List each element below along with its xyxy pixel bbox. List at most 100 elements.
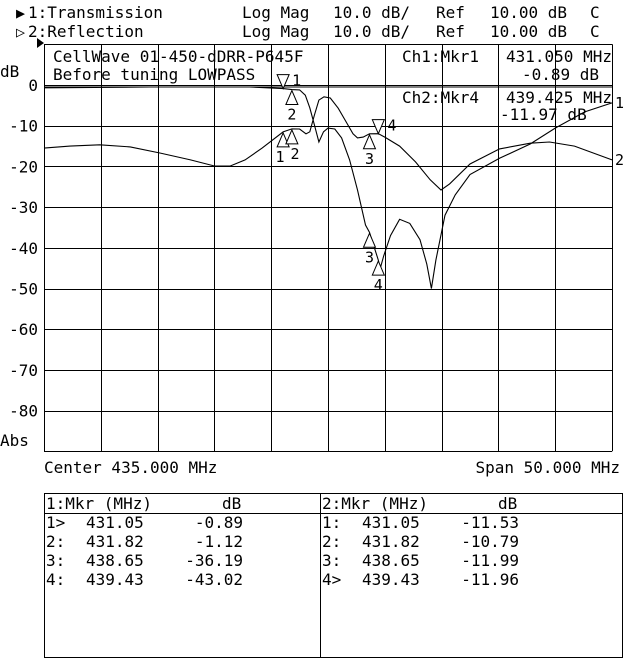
marker-value: -11.99 bbox=[461, 551, 519, 570]
marker-2-1[interactable]: 1 bbox=[275, 131, 290, 166]
marker-frequency: 439.43 bbox=[86, 570, 144, 589]
table-header-marker: 2:Mkr (MHz) bbox=[322, 494, 428, 513]
marker-number: 2 bbox=[290, 145, 299, 163]
table-row[interactable]: 3: 438.65 -36.19 bbox=[46, 551, 243, 570]
ch2-marker-label: Ch2:Mkr4 bbox=[402, 88, 479, 107]
active-marker-icon[interactable] bbox=[276, 74, 290, 90]
span-frequency[interactable]: Span 50.000 MHz bbox=[476, 458, 621, 477]
center-frequency[interactable]: Center 435.000 MHz bbox=[44, 458, 217, 477]
marker-2-3[interactable]: 3 bbox=[362, 133, 377, 168]
marker-icon[interactable] bbox=[362, 133, 377, 150]
y-tick-label: -70 bbox=[9, 361, 38, 380]
plot-grid bbox=[44, 44, 613, 452]
marker-1-3[interactable]: 3 bbox=[362, 232, 377, 266]
channel-1-coupling: C bbox=[590, 3, 600, 22]
marker-frequency: 431.82 bbox=[86, 532, 144, 551]
table-row[interactable]: 4: 439.43 -43.02 bbox=[46, 570, 243, 589]
marker-value: -0.89 bbox=[195, 513, 243, 532]
marker-number: 3 bbox=[365, 150, 374, 168]
marker-number: 1 bbox=[292, 72, 301, 90]
y-tick-label: -30 bbox=[9, 198, 38, 217]
marker-value: -1.12 bbox=[195, 532, 243, 551]
marker-value: -43.02 bbox=[185, 570, 243, 589]
marker-frequency: 438.65 bbox=[86, 551, 144, 570]
table-row[interactable]: 1: 431.05 -11.53 bbox=[322, 513, 519, 532]
y-tick-label: 0 bbox=[28, 76, 38, 95]
marker-frequency: 431.05 bbox=[362, 513, 420, 532]
ch2-marker-value: -11.97 dB bbox=[500, 105, 587, 124]
marker-id: 1> bbox=[46, 513, 65, 532]
marker-frequency: 431.82 bbox=[362, 532, 420, 551]
marker-id: 2: bbox=[46, 532, 65, 551]
marker-number: 4 bbox=[387, 117, 396, 135]
marker-value: -36.19 bbox=[185, 551, 243, 570]
channel-1-indicator[interactable]: ▶ bbox=[16, 4, 25, 22]
marker-icon[interactable] bbox=[362, 232, 377, 248]
marker-id: 4> bbox=[322, 570, 341, 589]
marker-2-4[interactable]: 4 bbox=[371, 117, 396, 135]
y-tick-label: -80 bbox=[9, 402, 38, 421]
marker-icon[interactable] bbox=[285, 89, 299, 106]
marker-number: 2 bbox=[287, 106, 296, 124]
ch1-marker-freq: 431.050 MHz bbox=[506, 47, 612, 66]
marker-2-2[interactable]: 2 bbox=[285, 128, 300, 163]
active-marker-icon[interactable] bbox=[371, 119, 386, 135]
ch1-marker-label: Ch1:Mkr1 bbox=[402, 47, 479, 66]
marker-value: -11.96 bbox=[461, 570, 519, 589]
y-tick-label: -40 bbox=[9, 239, 38, 258]
channel-header: ▶ 1:Transmission Log Mag 10.0 dB/ Ref 10… bbox=[16, 3, 600, 41]
channel-2-coupling: C bbox=[590, 22, 600, 41]
table-row[interactable]: 4> 439.43 -11.96 bbox=[322, 570, 519, 589]
channel-2-ref-label: Ref bbox=[436, 22, 465, 41]
channel-1-ref-value: 10.00 dB bbox=[490, 3, 567, 22]
table-header-db: dB bbox=[498, 494, 517, 513]
y-tick-label: -50 bbox=[9, 280, 38, 299]
marker-id: 3: bbox=[322, 551, 341, 570]
channel-1-ref-label: Ref bbox=[436, 3, 465, 22]
marker-table: 1:Mkr (MHz) dB1> 431.05 -0.892: 431.82 -1.123… bbox=[44, 493, 623, 658]
marker-table-frame bbox=[44, 493, 623, 658]
ch1-marker-value: -0.89 dB bbox=[522, 65, 599, 84]
marker-number: 4 bbox=[374, 276, 383, 294]
marker-id: 1: bbox=[322, 513, 341, 532]
annotation-subtitle: Before tuning LOWPASS bbox=[53, 65, 255, 84]
ch2-marker-freq: 439.425 MHz bbox=[506, 88, 612, 107]
marker-id: 3: bbox=[46, 551, 65, 570]
marker-number: 1 bbox=[275, 148, 284, 166]
channel-2-scale: 10.0 dB/ bbox=[333, 22, 410, 41]
marker-number: 3 bbox=[365, 248, 374, 266]
y-tick-label: -10 bbox=[9, 117, 38, 136]
y-bottom-label: Abs bbox=[0, 431, 29, 450]
marker-icon[interactable] bbox=[285, 128, 299, 145]
marker-value: -10.79 bbox=[461, 532, 519, 551]
table-row[interactable]: 1> 431.05 -0.89 bbox=[46, 513, 243, 532]
trace-label-2: 2 bbox=[615, 151, 624, 169]
table-header-marker: 1:Mkr (MHz) bbox=[46, 494, 152, 513]
table-row[interactable]: 3: 438.65 -11.99 bbox=[322, 551, 519, 570]
trace-2 bbox=[43, 96, 613, 191]
channel-2-label[interactable]: 2:Reflection bbox=[28, 22, 144, 41]
marker-icon[interactable] bbox=[371, 259, 386, 276]
y-unit-label: dB bbox=[0, 62, 19, 81]
table-header-db: dB bbox=[222, 494, 241, 513]
reference-position-icon bbox=[37, 38, 44, 48]
channel-1-scale: 10.0 dB/ bbox=[333, 3, 410, 22]
channel-1-label[interactable]: 1:Transmission bbox=[28, 3, 163, 22]
marker-frequency: 438.65 bbox=[362, 551, 420, 570]
table-row[interactable]: 2: 431.82 -10.79 bbox=[322, 532, 519, 551]
table-row[interactable]: 2: 431.82 -1.12 bbox=[46, 532, 243, 551]
marker-id: 2: bbox=[322, 532, 341, 551]
marker-1-4[interactable]: 4 bbox=[371, 259, 386, 294]
channel-2-ref-value: 10.00 dB bbox=[490, 22, 567, 41]
annotation-title: CellWave 01-450-dDRR-P645F bbox=[53, 47, 303, 66]
marker-value: -11.53 bbox=[461, 513, 519, 532]
marker-id: 4: bbox=[46, 570, 65, 589]
marker-1-2[interactable]: 2 bbox=[285, 89, 299, 124]
y-tick-label: -60 bbox=[9, 320, 38, 339]
marker-1-1[interactable]: 1 bbox=[276, 72, 301, 90]
marker-frequency: 431.05 bbox=[86, 513, 144, 532]
channel-2-indicator[interactable]: ▷ bbox=[16, 23, 25, 41]
marker-frequency: 439.43 bbox=[362, 570, 420, 589]
